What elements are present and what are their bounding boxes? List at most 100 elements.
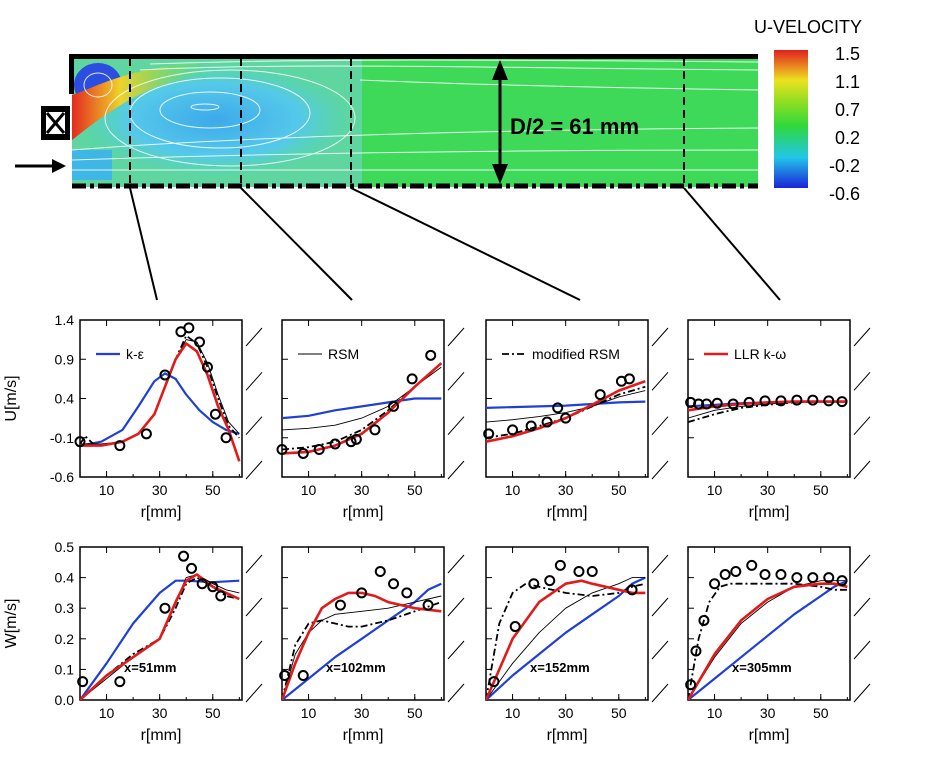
data-point [483,428,495,440]
leader-lines [129,187,781,301]
data-point [685,679,697,691]
data-point [525,420,537,432]
axis-break-mark [853,640,871,660]
data-point [711,397,723,409]
profile-subplot: 10 30 50 1.4 0.9 0.4 -0.1 -0.6 r[mm] U[m/s] k-ε [3,312,263,521]
leader-line [240,187,353,301]
axis-break-mark [651,554,669,574]
profile-subplot: 10 30 50 r[mm] x=305mm [685,546,871,744]
data-point [209,408,221,420]
axis-break-mark [447,640,465,660]
station-annotation: x=305mm [732,660,792,675]
data-point [140,428,152,440]
data-point [356,587,368,599]
x-tick-label: 10 [301,482,317,498]
data-point [759,395,771,407]
axis-break-mark [245,683,263,703]
profile-subplot: 10 30 50 r[mm] x=102mm [279,546,465,744]
y-tick-label: 0.9 [55,351,75,367]
profile-subplot: 10 30 50 0.5 0.4 0.3 0.2 0.1 0.0 r[mm] W[m/s] x=51m… [3,539,263,744]
data-point [573,565,585,577]
data-point [401,587,413,599]
data-point [746,559,758,571]
axis-break-mark [853,327,871,347]
y-axis-label: W[m/s] [3,599,20,649]
data-point [186,562,198,574]
data-point [178,550,190,562]
x-tick-label: 30 [354,482,370,498]
data-point [560,412,572,424]
data-point [807,394,819,406]
plot-frame [485,546,649,701]
axis-break-mark [245,554,263,574]
legend-llr-k-omega: LLR k-ω [734,346,786,362]
station-annotation: x=51mm [124,660,176,675]
series-line [282,397,442,420]
x-tick-label: 10 [301,705,317,721]
series-line [80,334,240,447]
data-point [183,322,195,334]
colorbar-ticks: 1.5 1.1 0.7 0.2 -0.2 -0.6 [829,44,860,204]
series-line [486,577,646,700]
data-point [388,578,400,590]
data-point [719,569,731,581]
x-tick-label: 10 [707,482,723,498]
x-tick-label: 30 [760,482,776,498]
data-point [693,398,705,410]
y-tick-label: 1.4 [55,312,75,328]
data-point [350,433,362,445]
data-point [388,400,400,412]
data-point [727,398,739,410]
x-tick-label: 30 [152,482,168,498]
data-point [406,373,418,385]
data-point [807,572,819,584]
colorbar-tick-label: 1.1 [835,72,860,92]
x-axis-label: r[mm] [547,504,588,521]
x-tick-label: 10 [707,705,723,721]
data-point [276,444,288,456]
data-point [313,444,325,456]
data-point [507,424,519,436]
profile-subplot: 10 30 50 r[mm] RSM [276,319,465,521]
profile-plots: 10 30 50 1.4 0.9 0.4 -0.1 -0.6 r[mm] U[m/s] k-ε 10 3… [3,312,871,744]
y-tick-label: 0.4 [55,391,75,407]
x-tick-label: 10 [99,482,115,498]
x-tick-label: 50 [205,705,221,721]
data-point [297,670,309,682]
axis-break-mark [447,683,465,703]
dimension-arrow [492,60,508,184]
data-point [194,336,206,348]
x-tick-label: 50 [407,482,423,498]
y-tick-label: 0.4 [55,570,75,586]
data-point [329,438,341,450]
station-annotation: x=102mm [326,660,386,675]
data-point [709,578,721,590]
axis-break-mark [245,416,263,435]
data-point [74,436,86,448]
axis-break-mark [853,554,871,574]
axis-break-mark [651,327,669,347]
series-line [486,576,646,700]
colorbar-gradient [774,50,808,188]
series-line [486,582,646,700]
data-point [836,396,848,408]
leader-line [350,187,581,301]
x-tick-label: 50 [407,705,423,721]
plot-frame [687,546,851,701]
data-point [623,373,635,385]
axis-break-mark [853,683,871,703]
data-point [345,436,357,448]
station-lines [129,58,685,186]
data-point [554,559,566,571]
data-point [114,676,126,688]
axis-break-mark [245,640,263,660]
axis-break-mark [245,327,263,347]
legend-modified-rsm: modified RSM [532,346,620,362]
colorbar-tick-label: 0.7 [835,100,860,120]
data-point [541,416,553,428]
data-point [552,402,564,414]
x-tick-label: 50 [205,482,221,498]
series-line [486,390,646,423]
y-tick-label: 0.5 [55,539,75,555]
x-axis-label: r[mm] [749,727,790,744]
